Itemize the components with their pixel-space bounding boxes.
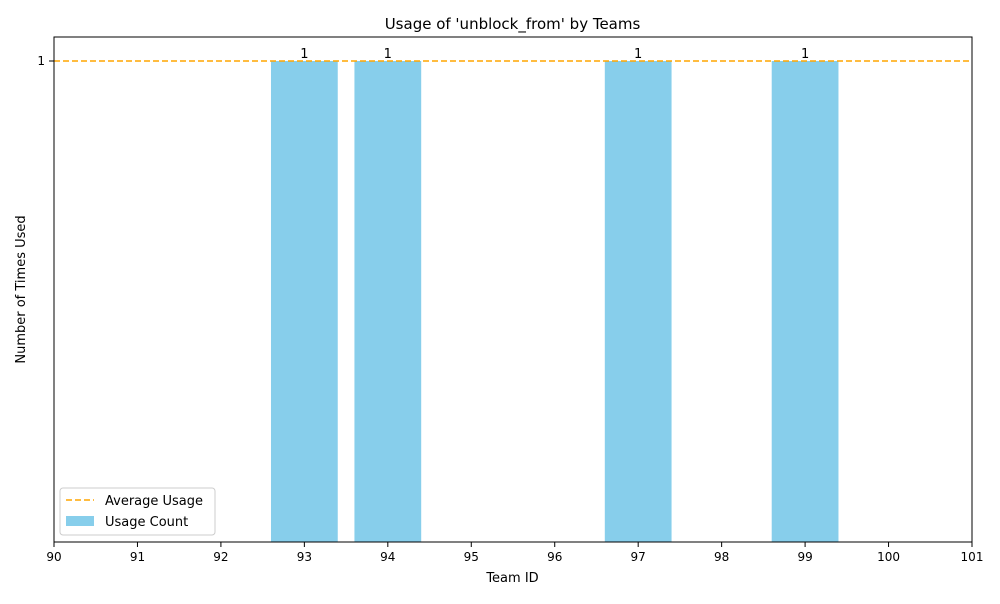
bar-team-94 [354, 61, 422, 542]
bar-value-label: 1 [384, 47, 392, 62]
x-tick-label: 101 [961, 550, 984, 564]
x-tick-label: 97 [631, 550, 646, 564]
bar-value-label: 1 [300, 47, 308, 62]
legend-usage-count-swatch [66, 516, 94, 526]
x-axis-ticks: 90 91 92 93 94 95 96 97 98 99 100 101 [46, 542, 983, 564]
x-tick-label: 99 [797, 550, 812, 564]
bar-value-label: 1 [801, 47, 809, 62]
x-tick-label: 91 [130, 550, 145, 564]
plot-frame [53, 36, 973, 543]
x-tick-label: 93 [297, 550, 312, 564]
x-tick-label: 94 [380, 550, 395, 564]
legend-average-usage-label: Average Usage [105, 494, 203, 509]
y-axis-ticks: 1 [37, 54, 54, 68]
x-tick-label: 90 [46, 550, 61, 564]
legend: Average Usage Usage Count [59, 487, 216, 536]
legend-box [59, 487, 216, 536]
x-tick-label: 98 [714, 550, 729, 564]
legend-usage-count-label: Usage Count [105, 515, 188, 530]
bar-team-99 [771, 61, 839, 542]
x-tick-label: 100 [877, 550, 900, 564]
bar-team-93 [270, 61, 338, 542]
data-labels-layer: 1 1 1 1 [300, 47, 809, 62]
x-tick-label: 96 [547, 550, 562, 564]
x-tick-label: 95 [464, 550, 479, 564]
bar-value-label: 1 [634, 47, 642, 62]
y-axis-label: Number of Times Used [14, 215, 29, 363]
x-axis-label: Team ID [485, 571, 538, 586]
chart-title: Usage of 'unblock_from' by Teams [385, 15, 641, 34]
bar-team-97 [604, 61, 672, 542]
x-tick-label: 92 [213, 550, 228, 564]
bars-layer [270, 61, 839, 542]
y-tick-label: 1 [37, 54, 45, 68]
